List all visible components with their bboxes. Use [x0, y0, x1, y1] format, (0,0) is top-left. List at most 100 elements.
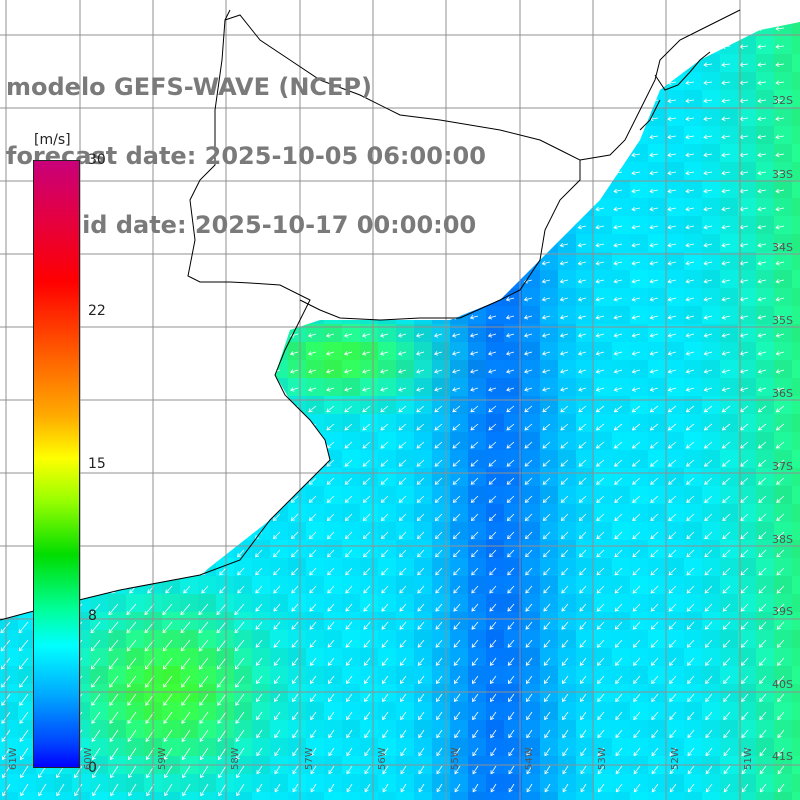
wind-arrow-head [471, 589, 476, 594]
field-cell [774, 144, 793, 163]
field-cell [18, 738, 37, 757]
field-cell [360, 702, 379, 721]
field-cell [162, 738, 181, 757]
wind-arrow [165, 585, 173, 594]
field-cell [108, 792, 127, 800]
field-cell [594, 540, 613, 559]
wind-arrow [757, 45, 767, 48]
wind-arrow [453, 603, 461, 612]
field-cell [756, 576, 775, 595]
wind-arrow-head [416, 387, 421, 392]
field-cell [522, 540, 541, 559]
wind-arrow [488, 387, 497, 391]
field-cell [108, 648, 127, 667]
field-cell [360, 486, 379, 505]
field-cell [234, 720, 253, 739]
wind-arrow-head [416, 444, 421, 449]
field-cell [684, 126, 703, 145]
wind-arrow [595, 243, 605, 247]
wind-arrow-head [543, 571, 548, 576]
wind-arrow-head [595, 206, 600, 212]
field-cell [378, 630, 397, 649]
wind-arrow [703, 189, 713, 192]
field-cell [126, 774, 145, 793]
wind-arrow [542, 279, 551, 283]
field-cell [666, 360, 685, 379]
wind-arrow [273, 549, 281, 558]
wind-arrow-head [595, 387, 600, 392]
wind-arrow [434, 441, 443, 449]
field-cell [630, 648, 649, 667]
field-cell [306, 342, 325, 361]
field-cell [612, 270, 631, 289]
wind-arrow [632, 315, 641, 319]
wind-arrow [739, 99, 749, 102]
field-cell [234, 684, 253, 703]
wind-arrow [757, 225, 767, 229]
field-cell [288, 594, 307, 613]
wind-arrow [721, 63, 731, 66]
wind-arrow [453, 531, 461, 539]
wind-arrow [524, 315, 533, 319]
wind-arrow-head [543, 607, 548, 612]
field-cell [720, 720, 739, 739]
wind-arrow [740, 585, 749, 594]
wind-arrow-head [560, 498, 565, 503]
wind-arrow-head [343, 333, 349, 338]
wind-arrow-head [667, 333, 672, 338]
wind-arrow [470, 333, 479, 337]
field-cell [432, 360, 451, 379]
wind-arrow-head [542, 498, 547, 503]
wind-arrow [758, 549, 767, 558]
field-cell [324, 576, 343, 595]
wind-arrow [758, 261, 767, 265]
wind-arrow [362, 333, 371, 337]
field-cell [360, 432, 379, 451]
wind-arrow-head [344, 369, 349, 374]
field-cell [684, 576, 703, 595]
field-cell [792, 558, 800, 577]
wind-arrow-head [775, 206, 780, 212]
field-cell [378, 324, 397, 343]
field-cell [756, 72, 775, 91]
wind-arrow-head [398, 444, 403, 449]
field-cell [666, 684, 685, 703]
field-cell [504, 486, 523, 505]
field-cell [720, 378, 739, 397]
wind-arrow [650, 387, 659, 391]
wind-arrow-head [326, 408, 331, 413]
field-cell [162, 720, 181, 739]
wind-arrow [255, 567, 263, 576]
field-cell [738, 486, 757, 505]
field-cell [378, 558, 397, 577]
wind-arrow-head [740, 462, 745, 467]
field-cell [126, 792, 145, 800]
wind-arrow-head [291, 607, 296, 612]
field-cell [720, 360, 739, 379]
wind-arrow [614, 567, 623, 576]
field-cell [756, 198, 775, 217]
wind-arrow [291, 531, 299, 539]
field-cell [756, 558, 775, 577]
wind-arrow-head [631, 206, 636, 212]
wind-arrow-head [234, 610, 239, 616]
wind-arrow [596, 477, 605, 485]
wind-arrow [650, 315, 659, 319]
wind-arrow [614, 531, 623, 539]
field-cell [576, 702, 595, 721]
field-cell [90, 612, 109, 631]
wind-arrow-head [685, 242, 690, 248]
wind-arrow-head [775, 369, 780, 374]
wind-arrow [685, 207, 695, 211]
wind-arrow [434, 369, 443, 373]
wind-arrow [380, 405, 389, 413]
wind-arrow [255, 585, 263, 594]
field-cell [18, 720, 37, 739]
field-cell [756, 144, 775, 163]
wind-arrow [381, 585, 389, 594]
wind-arrow-head [506, 369, 511, 374]
field-cell [792, 54, 800, 73]
wind-arrow [291, 549, 299, 558]
field-cell [720, 108, 739, 127]
wind-arrow [704, 441, 713, 449]
